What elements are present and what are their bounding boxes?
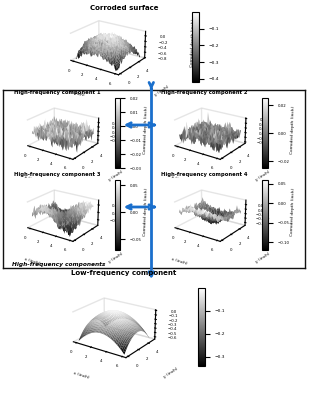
X-axis label: x (inch): x (inch) [23,175,40,183]
Y-axis label: y (inch): y (inch) [162,366,179,378]
X-axis label: x (inch): x (inch) [68,90,85,98]
X-axis label: x (inch): x (inch) [73,372,90,380]
Y-axis label: y (inch): y (inch) [108,169,124,182]
Text: Low-frequency component: Low-frequency component [71,270,177,276]
Text: High-frequency component 2: High-frequency component 2 [161,90,248,95]
Text: High-frequency component 1: High-frequency component 1 [14,90,100,95]
Y-axis label: y (inch): y (inch) [154,84,170,97]
Y-axis label: y (inch): y (inch) [108,251,124,264]
X-axis label: x (inch): x (inch) [23,257,40,265]
Y-axis label: y (inch): y (inch) [255,251,271,264]
Text: High-frequency component 3: High-frequency component 3 [14,172,100,177]
X-axis label: x (inch): x (inch) [170,175,188,183]
X-axis label: x (inch): x (inch) [170,257,188,265]
Text: High-frequency components: High-frequency components [12,262,106,267]
Text: Corroded surface: Corroded surface [90,5,158,11]
Y-axis label: y (inch): y (inch) [255,169,271,182]
Text: High-frequency component 4: High-frequency component 4 [161,172,248,177]
